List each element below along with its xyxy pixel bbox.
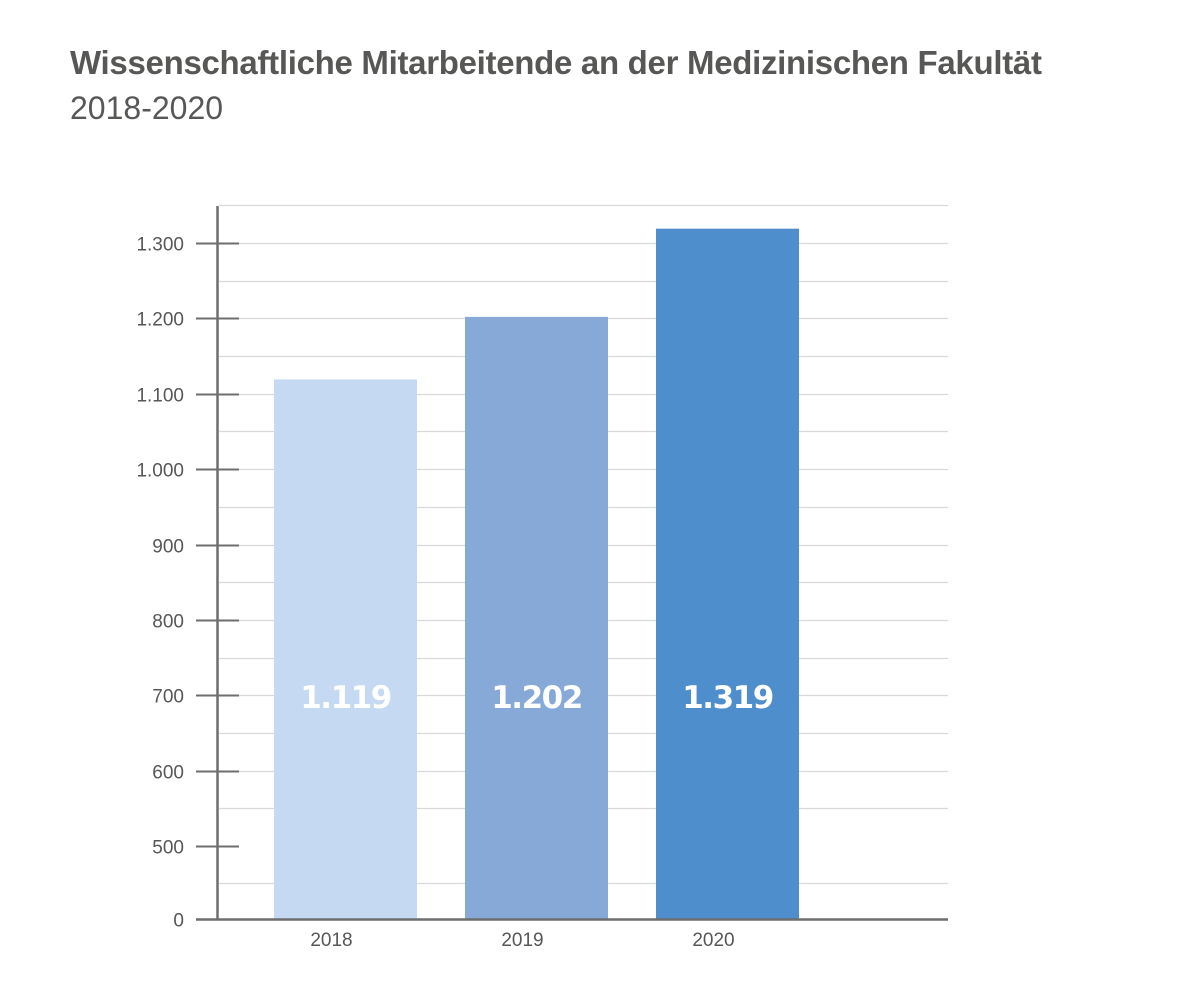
- bar-2020: [656, 228, 799, 919]
- y-tick-label: 900: [152, 537, 184, 558]
- chart-subtitle: 2018-2020: [70, 90, 224, 126]
- y-tick-label: 0: [173, 911, 184, 932]
- y-tick-label: 600: [152, 763, 184, 784]
- y-tick-label: 800: [152, 612, 184, 633]
- axes: [196, 206, 948, 921]
- y-tick-label: 1.100: [136, 386, 184, 407]
- y-tick-label: 500: [152, 838, 184, 859]
- data-label-2020: 1.319: [682, 680, 773, 716]
- x-tick-label-2019: 2019: [501, 930, 543, 951]
- chart-title: Wissenschaftliche Mitarbeitende an der M…: [70, 44, 1042, 81]
- data-labels: 1.119 1.202 1.319: [300, 680, 774, 716]
- y-tick-label: 1.000: [136, 461, 184, 482]
- data-label-2019: 1.202: [491, 680, 582, 716]
- y-tick-label: 1.200: [136, 310, 184, 331]
- y-ticks: 0 500 600 700 800 900 1.000 1.100 1.200 1.300: [136, 235, 239, 932]
- x-tick-label-2020: 2020: [692, 930, 734, 951]
- x-tick-label-2018: 2018: [310, 930, 352, 951]
- bar-2019: [465, 316, 608, 919]
- bar-2018: [274, 379, 417, 920]
- bars: [274, 228, 799, 920]
- y-tick-label: 700: [152, 687, 184, 708]
- x-tick-labels: 2018 2019 2020: [310, 930, 734, 951]
- data-label-2018: 1.119: [300, 680, 391, 716]
- y-tick-label: 1.300: [136, 235, 184, 256]
